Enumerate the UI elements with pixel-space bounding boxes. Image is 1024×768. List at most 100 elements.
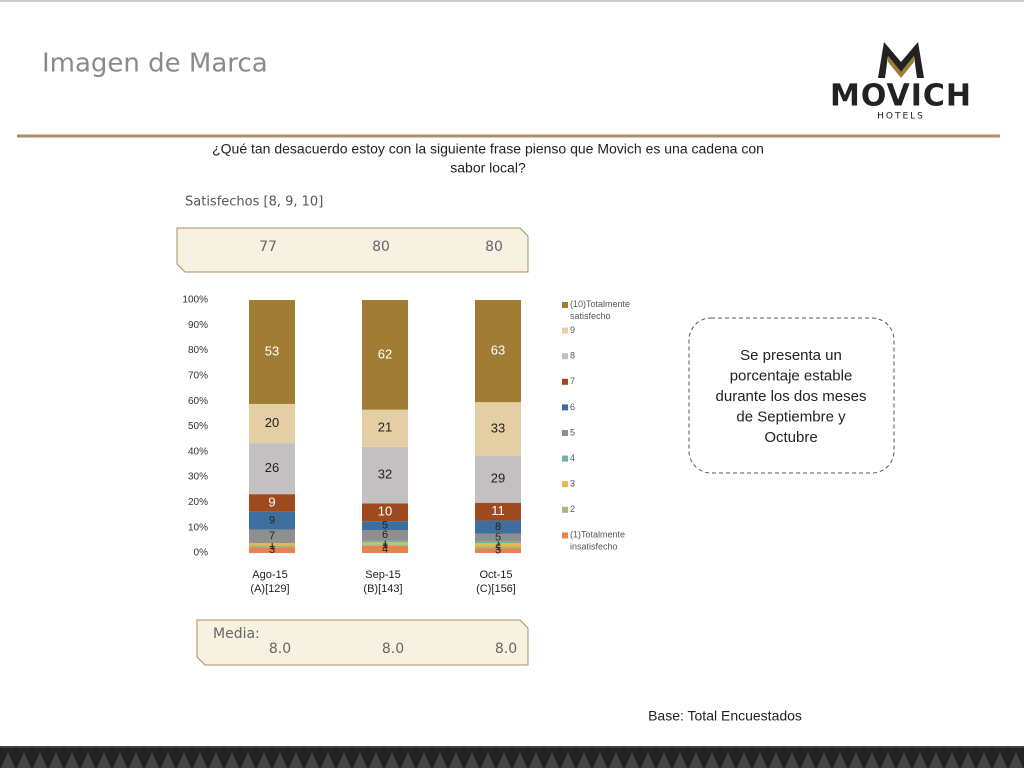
callout-text: Se presenta un xyxy=(740,347,842,364)
data-label: 21 xyxy=(378,420,392,435)
data-label: 1 xyxy=(495,536,501,548)
y-tick-label: 10% xyxy=(188,522,208,533)
callout-text: Octubre xyxy=(764,429,817,446)
data-label: 32 xyxy=(378,467,392,482)
legend-swatch xyxy=(562,327,568,334)
legend-label: (10)Totalmente satisfecho xyxy=(570,299,630,321)
data-label: 63 xyxy=(491,343,505,358)
bar-segment xyxy=(362,545,408,553)
y-tick-label: 30% xyxy=(188,472,208,483)
data-label: 2 xyxy=(495,539,501,551)
legend-label: 5 xyxy=(570,427,575,437)
bar-segment xyxy=(249,511,295,530)
bar-segment xyxy=(475,300,521,403)
bar-segment xyxy=(249,545,295,548)
bar-segment xyxy=(475,533,521,542)
bar-segment xyxy=(249,403,295,444)
bar-segment xyxy=(362,503,408,522)
data-label: 9 xyxy=(269,515,275,527)
legend-swatch xyxy=(562,506,568,513)
bar-segment xyxy=(362,544,408,546)
y-tick-label: 20% xyxy=(188,497,208,508)
x-tick-label: Sep-15 xyxy=(365,569,400,581)
bar-segment xyxy=(362,540,408,543)
bar-segment xyxy=(475,520,521,534)
data-label: 7 xyxy=(269,530,275,542)
data-label: 1 xyxy=(382,539,388,551)
footer-band xyxy=(0,746,1024,768)
data-label: 1 xyxy=(495,541,501,553)
media-value: 8.0 xyxy=(382,641,404,657)
data-label: 1 xyxy=(382,537,388,549)
y-tick-label: 80% xyxy=(188,345,208,356)
question: sabor local? xyxy=(450,160,526,176)
satisfied-value: 80 xyxy=(372,239,390,255)
bar-segment xyxy=(249,300,295,404)
bar-segment xyxy=(475,402,521,456)
data-label: 20 xyxy=(265,415,279,430)
y-tick-label: 40% xyxy=(188,446,208,457)
bar-segment xyxy=(362,409,408,447)
data-label: 8 xyxy=(495,521,501,533)
data-label: 53 xyxy=(265,343,279,358)
data-label: 29 xyxy=(491,471,505,486)
y-tick-label: 70% xyxy=(188,371,208,382)
satisfied-value: 80 xyxy=(485,239,503,255)
y-tick-label: 0% xyxy=(194,548,209,559)
bar-segment xyxy=(249,529,295,544)
logo: MOVICH HOTELS xyxy=(830,42,972,122)
media-label: Media: xyxy=(213,626,260,642)
bar-segment xyxy=(249,443,295,495)
legend-swatch xyxy=(562,302,568,308)
satisfied-value: 77 xyxy=(259,239,277,255)
data-label: 62 xyxy=(378,346,392,361)
data-label: 1 xyxy=(269,540,275,552)
callout-box xyxy=(688,317,895,474)
bar-segment xyxy=(362,530,408,541)
callout-text: de Septiembre y xyxy=(736,408,846,425)
legend-label: 7 xyxy=(570,376,575,386)
satisfied-label: Satisfechos [8, 9, 10] xyxy=(185,195,323,210)
bar-segment xyxy=(362,446,408,504)
bar-segment xyxy=(362,542,408,545)
bar-segment xyxy=(249,543,295,546)
data-label: 26 xyxy=(265,460,279,475)
bar-segment xyxy=(475,541,521,544)
x-tick-label: Ago-15 xyxy=(252,569,287,581)
y-tick-label: 50% xyxy=(188,421,208,432)
base-note: Base: Total Encuestados xyxy=(648,708,802,724)
data-label: 9 xyxy=(268,494,275,509)
bar-segment xyxy=(249,494,295,512)
legend-label: 6 xyxy=(570,402,575,412)
legend-swatch xyxy=(562,353,568,360)
legend-label: 3 xyxy=(570,479,575,489)
x-tick-label: Oct-15 xyxy=(479,569,512,581)
data-label: 5 xyxy=(495,531,501,543)
data-label: 33 xyxy=(491,420,505,435)
legend-swatch xyxy=(562,481,568,488)
data-label: 6 xyxy=(382,529,388,541)
callout-text: durante los dos meses xyxy=(716,388,867,405)
bar-segment xyxy=(475,502,521,521)
legend-label: (1)Totalmente insatisfecho xyxy=(570,530,625,552)
data-label: 4 xyxy=(382,543,388,555)
logo-text: MOVICH xyxy=(830,79,972,114)
bar-segment xyxy=(362,521,408,530)
legend-label: 4 xyxy=(570,453,575,463)
y-tick-label: 100% xyxy=(182,295,208,306)
logo-sub: HOTELS xyxy=(877,112,925,122)
data-label: 1 xyxy=(382,535,388,547)
data-label: 11 xyxy=(491,503,505,518)
bar-segment xyxy=(362,300,408,410)
legend-label: 8 xyxy=(570,351,575,361)
legend-swatch xyxy=(562,404,568,411)
data-label: 3 xyxy=(495,544,501,556)
bar-segment xyxy=(475,455,521,503)
legend-swatch xyxy=(562,455,568,462)
bar-segment xyxy=(249,547,295,553)
data-label: 5 xyxy=(382,519,388,531)
x-tick-sub: (B)[143] xyxy=(363,583,402,595)
data-label: 3 xyxy=(269,544,275,556)
bar-segment xyxy=(475,548,521,553)
